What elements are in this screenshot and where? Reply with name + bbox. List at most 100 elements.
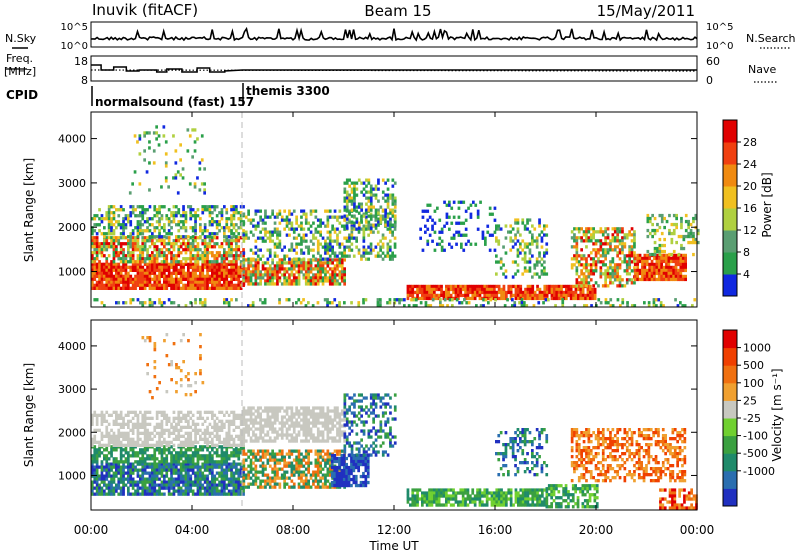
range-gate-cell (659, 304, 663, 308)
range-gate-cell (333, 251, 337, 255)
range-gate-cell (155, 131, 158, 135)
range-gate-cell (201, 254, 205, 258)
range-gate-cell (679, 262, 683, 267)
range-gate-cell (227, 280, 231, 284)
range-gate-cell (237, 280, 241, 284)
range-gate-cell (196, 431, 200, 435)
range-gate-cell (206, 260, 209, 264)
range-gate-cell (91, 460, 94, 464)
range-gate-cell (198, 167, 202, 171)
range-gate-cell (292, 209, 296, 213)
range-gate-cell (163, 480, 166, 484)
range-gate-cell (124, 483, 128, 487)
range-gate-cell (302, 239, 306, 243)
range-gate-cell (194, 211, 197, 215)
range-gate-cell (457, 287, 460, 292)
range-gate-cell (196, 260, 200, 264)
range-gate-cell (668, 228, 671, 233)
range-gate-cell (191, 462, 195, 466)
range-gate-cell (122, 277, 125, 281)
range-gate-cell (151, 477, 154, 481)
range-gate-cell (433, 290, 436, 295)
range-gate-cell (203, 454, 207, 458)
range-gate-cell (182, 226, 185, 230)
range-gate-cell (244, 230, 248, 234)
range-gate-cell (170, 483, 173, 487)
range-gate-cell (587, 272, 591, 276)
range-gate-cell (191, 155, 194, 159)
range-gate-cell (155, 416, 159, 420)
range-gate-cell (189, 460, 193, 464)
range-gate-cell (136, 474, 140, 478)
range-gate-cell (131, 483, 135, 487)
range-gate-cell (143, 428, 147, 432)
range-gate-cell (672, 274, 675, 279)
range-gate-cell (328, 258, 332, 262)
range-gate-cell (235, 454, 238, 458)
range-gate-cell (264, 282, 267, 286)
range-gate-cell (160, 251, 164, 255)
range-gate-cell (131, 492, 135, 496)
range-gate-cell (381, 245, 385, 249)
range-gate-cell (164, 179, 168, 183)
range-gate-cell (256, 270, 260, 274)
range-gate-cell (103, 274, 106, 278)
range-gate-cell (328, 279, 332, 283)
range-gate-cell (103, 443, 106, 447)
range-gate-cell (191, 489, 195, 493)
range-gate-cell (312, 221, 315, 225)
range-gate-cell (167, 462, 171, 466)
range-gate-cell (278, 230, 282, 234)
range-gate-cell (165, 277, 169, 281)
range-gate-cell (220, 489, 224, 493)
range-gate-cell (319, 233, 322, 237)
range-gate-cell (314, 230, 318, 234)
range-gate-cell (462, 248, 466, 252)
range-gate-cell (225, 286, 229, 290)
range-gate-cell (136, 268, 140, 272)
range-gate-cell (98, 465, 101, 469)
range-gate-cell (141, 277, 145, 281)
range-gate-cell (645, 277, 649, 282)
range-gate-cell (381, 190, 385, 194)
range-gate-cell (672, 271, 675, 276)
power-scatter-data (91, 125, 700, 308)
range-gate-cell (143, 465, 147, 469)
range-gate-cell (273, 254, 277, 258)
range-gate-cell (545, 248, 549, 252)
range-gate-cell (680, 222, 683, 227)
range-gate-cell (292, 248, 296, 252)
range-gate-cell (119, 440, 123, 444)
range-gate-cell (309, 209, 313, 213)
range-gate-cell (521, 257, 525, 261)
range-gate-cell (115, 443, 118, 447)
range-gate-cell (153, 486, 157, 490)
range-gate-cell (218, 483, 221, 487)
range-gate-cell (179, 280, 183, 284)
range-gate-cell (110, 413, 113, 417)
range-gate-cell (223, 489, 226, 493)
range-gate-cell (194, 301, 197, 305)
range-gate-cell (191, 277, 195, 281)
range-gate-cell (172, 486, 176, 490)
range-gate-cell (191, 480, 195, 484)
range-gate-cell (278, 301, 281, 305)
range-gate-cell (189, 265, 193, 269)
range-gate-cell (213, 235, 217, 239)
range-gate-cell (148, 480, 152, 484)
range-gate-cell (469, 242, 473, 246)
range-gate-cell (146, 236, 149, 240)
range-gate-cell (674, 277, 678, 282)
range-gate-cell (139, 271, 142, 275)
range-gate-cell (451, 304, 454, 308)
range-gate-cell (580, 239, 583, 243)
range-gate-cell (208, 489, 212, 493)
range-gate-cell (105, 248, 109, 252)
range-gate-cell (98, 474, 101, 478)
range-gate-cell (638, 259, 642, 264)
range-gate-cell (601, 251, 605, 255)
range-gate-cell (288, 282, 291, 286)
range-gate-cell (372, 205, 375, 209)
range-gate-cell (692, 216, 695, 221)
range-gate-cell (646, 219, 650, 224)
